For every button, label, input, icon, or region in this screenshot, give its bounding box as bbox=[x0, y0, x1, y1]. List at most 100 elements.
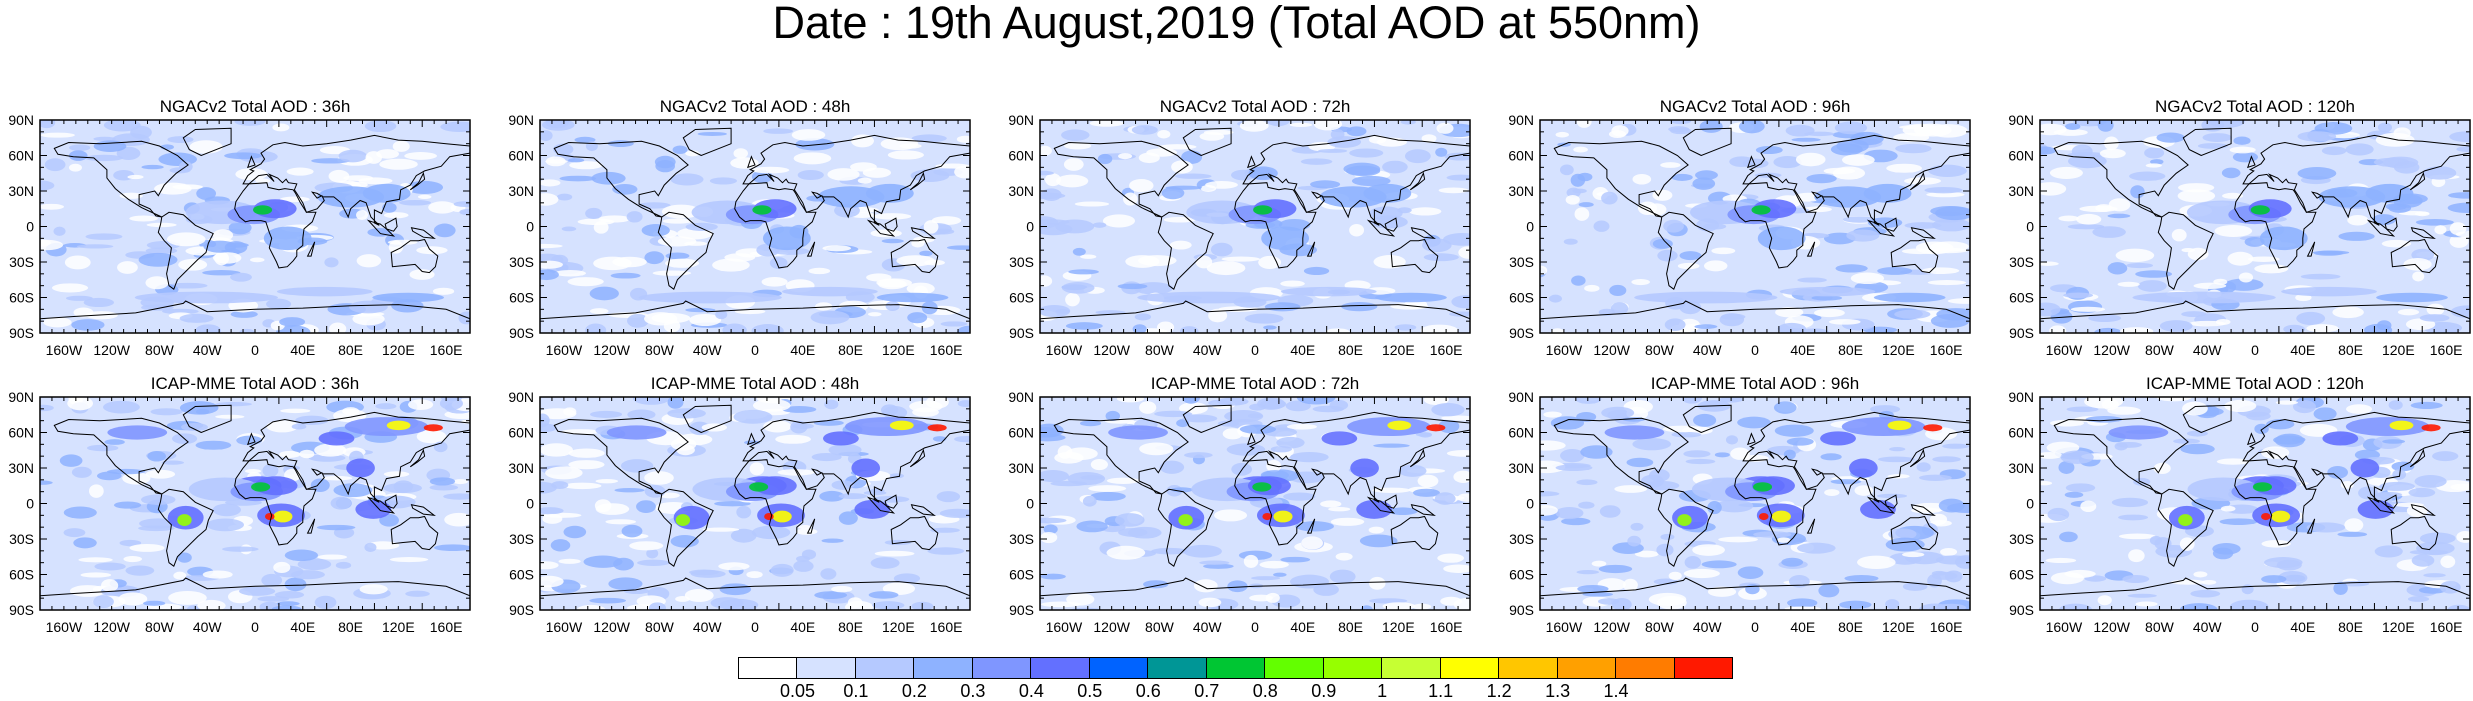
lat-tick-label: 30S bbox=[2009, 254, 2034, 270]
coastline bbox=[242, 411, 470, 503]
lat-tick-label: 60N bbox=[2008, 148, 2034, 164]
lon-tick-label: 120E bbox=[382, 619, 415, 635]
coastline bbox=[157, 488, 214, 567]
map-panel: 160W 120W 80W 40W 0 40E 80E 120E 160E 90N 60N 30N 0 3… bbox=[1008, 97, 1471, 358]
coastline bbox=[2157, 488, 2214, 567]
coastline bbox=[1247, 432, 1256, 446]
lat-tick-label: 90S bbox=[9, 325, 34, 341]
coastline bbox=[1384, 217, 1398, 232]
coastline bbox=[247, 155, 256, 169]
lon-tick-label: 80E bbox=[2338, 342, 2363, 358]
lat-tick-label: 60N bbox=[2008, 425, 2034, 441]
coastline bbox=[1234, 182, 1317, 269]
lon-tick-label: 0 bbox=[1251, 619, 1259, 635]
coastline bbox=[540, 577, 970, 610]
lon-tick-label: 40W bbox=[1193, 342, 1223, 358]
lat-tick-label: 90S bbox=[2009, 602, 2034, 618]
map-panel: 160W 120W 80W 40W 0 40E 80E 120E 160E 90N 60N 30N 0 3… bbox=[8, 97, 471, 358]
lat-tick-label: 60S bbox=[2009, 290, 2034, 306]
lon-tick-label: 40E bbox=[2290, 342, 2315, 358]
panel-title: NGACv2 Total AOD : 72h bbox=[1160, 97, 1351, 116]
lon-tick-label: 120W bbox=[93, 619, 130, 635]
coastline bbox=[2234, 182, 2317, 269]
lon-tick-label: 120E bbox=[1382, 619, 1415, 635]
lat-tick-label: 0 bbox=[1526, 219, 1534, 235]
coastline bbox=[1390, 515, 1439, 551]
lat-tick-label: 90S bbox=[1509, 325, 1534, 341]
coastline bbox=[1682, 127, 1732, 157]
map-panel: 160W 120W 80W 40W 0 40E 80E 120E 160E 90N 60N 30N 0 3… bbox=[8, 374, 471, 635]
lat-tick-label: 90N bbox=[8, 389, 34, 405]
lon-tick-label: 160E bbox=[1430, 342, 1463, 358]
lon-tick-label: 40E bbox=[290, 342, 315, 358]
lat-tick-label: 60S bbox=[509, 567, 534, 583]
aod-field bbox=[540, 120, 970, 333]
lat-tick-label: 60S bbox=[1009, 567, 1034, 583]
coastline bbox=[1734, 459, 1817, 546]
colorbar-label: 0.7 bbox=[1194, 681, 1220, 701]
lat-tick-label: 30S bbox=[9, 531, 34, 547]
lon-tick-label: 160W bbox=[46, 342, 83, 358]
lon-tick-label: 160W bbox=[1546, 342, 1583, 358]
coastline bbox=[1553, 417, 1689, 495]
lon-tick-label: 160E bbox=[2430, 619, 2463, 635]
lon-tick-label: 160E bbox=[430, 619, 463, 635]
lon-tick-label: 40E bbox=[2290, 619, 2315, 635]
lon-tick-label: 120E bbox=[2382, 342, 2415, 358]
lon-tick-label: 160W bbox=[2046, 342, 2083, 358]
lat-tick-label: 30S bbox=[9, 254, 34, 270]
colorbar-label: 0.9 bbox=[1311, 681, 1337, 701]
coastline bbox=[2234, 459, 2317, 546]
coastline bbox=[1909, 448, 1926, 468]
coastline bbox=[2409, 171, 2426, 191]
aod-field bbox=[1540, 120, 1970, 333]
coastline bbox=[1747, 155, 1756, 169]
coastline bbox=[1884, 217, 1898, 232]
coastline bbox=[242, 134, 470, 226]
lon-tick-label: 80E bbox=[1338, 619, 1363, 635]
lon-tick-label: 120W bbox=[1593, 619, 1630, 635]
coastline bbox=[1884, 494, 1898, 509]
lat-tick-label: 0 bbox=[526, 496, 534, 512]
coastline bbox=[909, 171, 926, 191]
lon-tick-label: 80E bbox=[838, 342, 863, 358]
coastline bbox=[1234, 459, 1317, 546]
coastline bbox=[1410, 227, 1436, 239]
coastline bbox=[234, 459, 317, 546]
coastline bbox=[40, 577, 470, 610]
coastline bbox=[2242, 411, 2470, 503]
lat-tick-label: 60N bbox=[508, 425, 534, 441]
coastline bbox=[410, 504, 436, 516]
lon-tick-label: 160E bbox=[1930, 619, 1963, 635]
coastline bbox=[2306, 241, 2316, 257]
coastline bbox=[1540, 300, 1970, 333]
lon-tick-label: 80W bbox=[1145, 342, 1175, 358]
lat-tick-label: 90S bbox=[1009, 602, 1034, 618]
colorbar-label: 1.4 bbox=[1603, 681, 1629, 701]
lon-tick-label: 160W bbox=[546, 342, 583, 358]
panel-title: ICAP-MME Total AOD : 72h bbox=[1151, 374, 1359, 393]
lat-tick-label: 0 bbox=[1026, 496, 1034, 512]
coastline bbox=[1157, 488, 1214, 567]
lat-tick-label: 0 bbox=[26, 496, 34, 512]
coastline bbox=[2053, 417, 2189, 495]
colorbar-swatch bbox=[1030, 657, 1090, 679]
lon-tick-label: 0 bbox=[2251, 342, 2259, 358]
lon-tick-label: 160E bbox=[1430, 619, 1463, 635]
panel-title: NGACv2 Total AOD : 36h bbox=[160, 97, 351, 116]
figure-title: Date : 19th August,2019 (Total AOD at 55… bbox=[772, 0, 1701, 48]
lat-tick-label: 60S bbox=[1509, 567, 1534, 583]
lon-tick-label: 40W bbox=[1193, 619, 1223, 635]
lon-tick-label: 40E bbox=[1790, 342, 1815, 358]
lon-tick-label: 80E bbox=[338, 342, 363, 358]
coastline bbox=[40, 300, 470, 333]
lon-tick-label: 0 bbox=[251, 619, 259, 635]
lon-tick-label: 0 bbox=[751, 342, 759, 358]
colorbar-swatch bbox=[1147, 657, 1207, 679]
coastline bbox=[1306, 241, 1316, 257]
lon-tick-label: 0 bbox=[1751, 619, 1759, 635]
lat-tick-label: 0 bbox=[2026, 496, 2034, 512]
panel-title: NGACv2 Total AOD : 96h bbox=[1660, 97, 1851, 116]
lat-tick-label: 90N bbox=[508, 112, 534, 128]
lat-tick-label: 60N bbox=[1008, 425, 1034, 441]
